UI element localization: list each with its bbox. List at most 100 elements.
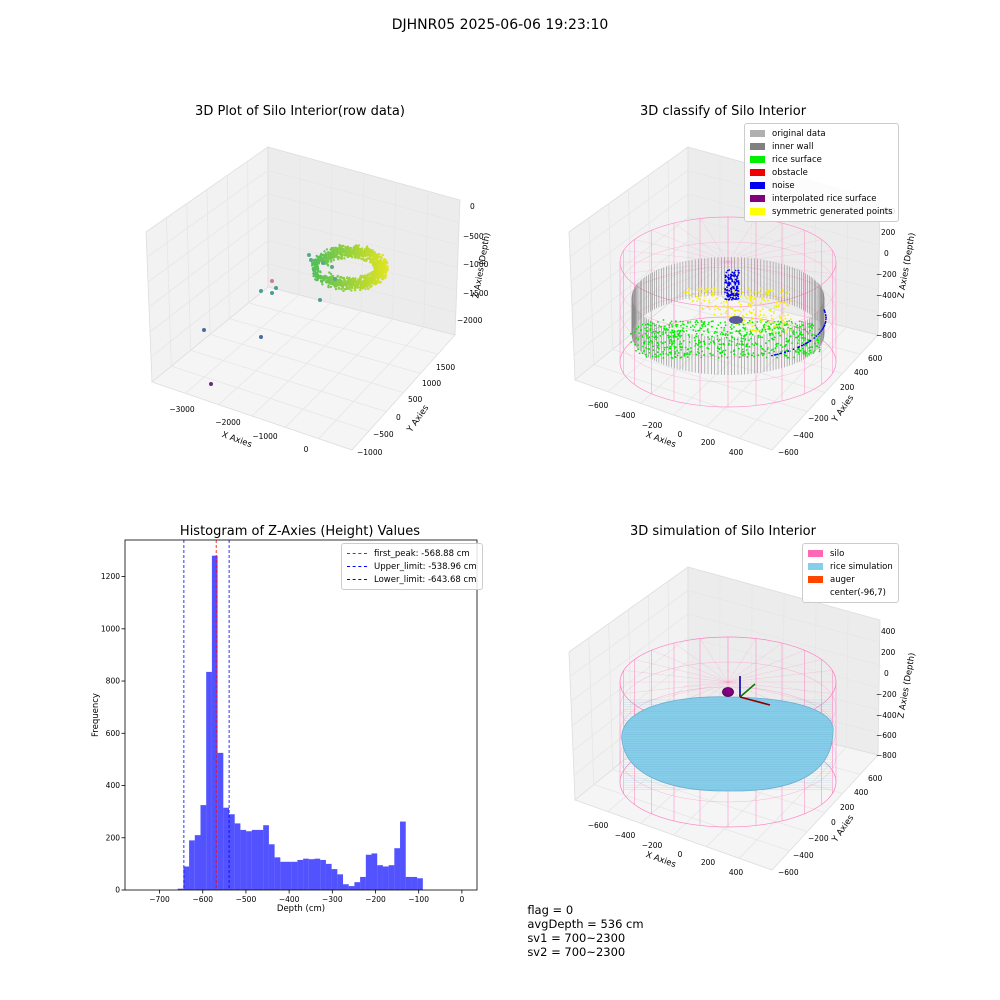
symmetric-point [742, 322, 744, 325]
rice-surface-point [669, 338, 672, 341]
rice-surface-point [748, 319, 751, 322]
p2-y-tick: 600 [868, 354, 883, 363]
rice-surface-point [777, 327, 780, 330]
noise-point [809, 340, 811, 342]
p2-x-tick: 400 [729, 448, 744, 457]
symmetric-point [731, 308, 734, 310]
symmetric-point [716, 287, 719, 290]
rice-surface-point [816, 345, 819, 347]
rice-surface-point [692, 329, 695, 331]
rice-surface-point [643, 350, 646, 352]
rice-surface-point [647, 348, 650, 350]
rice-surface-point [660, 341, 663, 343]
symmetric-point [719, 308, 721, 311]
outlier-point [202, 328, 206, 332]
histogram-bar [234, 823, 241, 890]
rice-surface-point [778, 323, 781, 325]
rice-surface-point [790, 320, 793, 323]
panel3-title: Histogram of Z-Axies (Height) Values [179, 524, 421, 539]
raw-point [330, 260, 333, 263]
legend-label: symmetric generated points [772, 206, 893, 217]
rice-surface-point [673, 340, 675, 343]
symmetric-point [710, 292, 713, 295]
raw-point [324, 253, 328, 257]
rice-surface-point [668, 347, 671, 350]
raw-point [352, 250, 355, 254]
rice-surface-point [716, 350, 719, 353]
rice-surface-point [700, 356, 703, 359]
raw-point [375, 271, 378, 274]
rice-surface-point [767, 347, 769, 349]
noise-point [735, 297, 738, 299]
rice-surface-point [649, 339, 652, 342]
raw-point [317, 262, 321, 265]
rice-surface-point [772, 348, 775, 351]
raw-point [360, 253, 363, 256]
rice-surface-point [640, 329, 642, 332]
rice-surface-point [700, 340, 703, 343]
rice-surface-point [752, 352, 755, 355]
symmetric-point [763, 314, 765, 316]
rice-surface-point [810, 326, 813, 329]
rice-surface-point [789, 335, 792, 337]
symmetric-point [788, 291, 791, 293]
noise-point [724, 276, 727, 279]
auger-axis-y [739, 683, 756, 698]
rice-surface-point [646, 334, 648, 337]
rice-surface-point [780, 351, 783, 353]
rice-surface-point [757, 336, 760, 339]
histogram-bar [251, 829, 258, 890]
silo-wire-spoke [699, 638, 729, 683]
rice-surface-point [713, 332, 716, 334]
rice-surface-point [817, 339, 820, 341]
rice-surface-point [657, 332, 659, 334]
rice-surface-point [695, 332, 698, 335]
histogram-bar [377, 865, 383, 890]
symmetric-point [761, 296, 763, 299]
rice-surface-point [645, 333, 647, 335]
rice-surface-point [669, 345, 672, 348]
rice-surface-point [723, 353, 726, 356]
raw-point [332, 246, 335, 250]
panel2-title: 3D classify of Silo Interior [639, 104, 807, 119]
rice-surface-point [706, 347, 709, 349]
raw-point [365, 245, 369, 248]
symmetric-point [748, 322, 751, 324]
noise-point [818, 332, 821, 334]
symmetric-point [700, 302, 703, 305]
rice-surface-point [654, 330, 657, 333]
raw-point [323, 250, 326, 253]
rice-surface-point [785, 324, 787, 326]
rice-surface-point [634, 343, 636, 346]
symmetric-point [692, 292, 695, 295]
rice-surface-point [800, 336, 803, 339]
p2-y-tick: −600 [778, 448, 799, 457]
symmetric-point [699, 298, 702, 301]
hist-legend: first_peak: -568.88 cm Upper_limit: -538… [341, 543, 483, 590]
raw-point [370, 284, 373, 287]
rice-surface-point [695, 353, 698, 356]
raw-point [355, 255, 358, 258]
rice-surface-point [708, 321, 710, 324]
rice-surface-point [802, 352, 805, 355]
x-tick-label: −700 [149, 895, 170, 904]
rice-surface-point [718, 347, 721, 350]
rice-surface-point [729, 332, 732, 334]
rice-surface-point [694, 330, 697, 332]
rice-surface-point [716, 347, 719, 350]
noise-point [823, 325, 826, 327]
rice-surface-point [702, 323, 705, 326]
rice-surface-point [818, 350, 821, 353]
raw-point [339, 245, 343, 248]
raw-point [361, 284, 364, 287]
classify-3d-plot: −600 −400 −200 0 200 400 X Axies −600 −4… [568, 146, 918, 457]
noise-point [733, 298, 735, 300]
raw-point [326, 259, 329, 262]
rice-surface-point [797, 335, 800, 338]
symmetric-point [748, 310, 751, 313]
symmetric-point [726, 305, 729, 308]
rice-surface-point [675, 323, 678, 326]
rice-surface-point [789, 350, 791, 353]
rice-surface-point [727, 343, 730, 346]
status-sv2: sv2 = 700~2300 [527, 945, 626, 959]
